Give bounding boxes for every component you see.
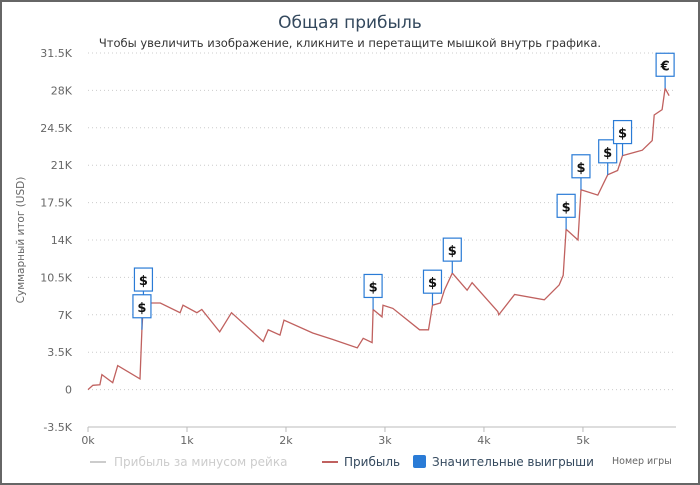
y-tick-label: 10.5K (40, 271, 72, 284)
x-tick-label: 4k (477, 434, 491, 447)
legend-item-rake[interactable]: Прибыль за минусом рейка (90, 455, 287, 469)
marker-symbol: $ (618, 127, 627, 142)
y-tick-label: 7K (58, 309, 73, 322)
x-tick-label: 1k (180, 434, 194, 447)
y-tick-label: 0 (65, 384, 72, 397)
big-win-marker[interactable]: $ (598, 139, 618, 175)
y-tick-label: 17.5K (40, 197, 72, 210)
legend: Прибыль за минусом рейка Прибыль Значите… (90, 455, 594, 469)
legend-label-markers: Значительные выигрыши (432, 455, 594, 469)
x-tick-label: 5k (576, 434, 590, 447)
big-win-marker[interactable]: $ (571, 154, 591, 190)
marker-symbol: $ (562, 200, 571, 215)
y-tick-label: 21K (51, 159, 73, 172)
big-win-marker[interactable]: $ (422, 269, 443, 306)
y-tick-label: 14K (51, 234, 73, 247)
profit-line[interactable] (87, 86, 670, 391)
big-win-marker[interactable]: $ (363, 273, 383, 310)
chart-title: Общая прибыль (278, 13, 422, 33)
legend-label-rake: Прибыль за минусом рейка (114, 455, 287, 469)
marker-symbol: $ (137, 301, 146, 316)
big-win-marker[interactable]: $ (442, 237, 462, 274)
legend-item-profit[interactable]: Прибыль (322, 455, 400, 469)
marker-symbol: $ (576, 161, 585, 176)
y-tick-label: -3.5K (43, 421, 72, 434)
legend-item-markers[interactable]: Значительные выигрыши (413, 455, 594, 469)
y-tick-label: 24.5K (40, 122, 72, 135)
marker-symbol: $ (603, 146, 612, 161)
marker-symbol: $ (139, 274, 148, 289)
marker-symbol: $ (448, 244, 457, 259)
x-tick-label: 2k (279, 434, 293, 447)
y-tick-label: 28K (51, 84, 73, 97)
big-win-marker[interactable]: $ (556, 193, 576, 230)
y-axis-label: Суммарный итог (USD) (15, 177, 27, 304)
marker-symbol: $ (369, 280, 378, 295)
y-tick-label: 31.5K (40, 47, 72, 60)
x-tick-label: 0k (81, 434, 95, 447)
marker-symbol: $ (428, 276, 437, 291)
chart-subtitle: Чтобы увеличить изображение, кликните и … (99, 36, 601, 50)
y-tick-label: 3.5K (47, 346, 72, 359)
big-win-marker[interactable]: € (655, 52, 675, 89)
marker-symbol: € (660, 59, 670, 74)
big-win-marker[interactable]: $ (132, 294, 152, 330)
big-win-marker[interactable]: $ (612, 119, 633, 156)
x-tick-label: 3k (378, 434, 392, 447)
legend-label-profit: Прибыль (344, 455, 400, 469)
x-axis-label: Номер игры (612, 456, 672, 467)
